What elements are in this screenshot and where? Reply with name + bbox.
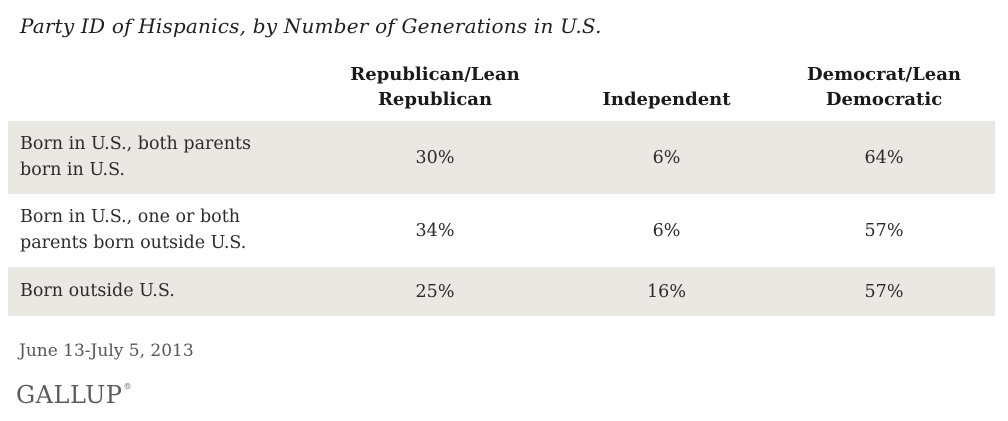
header-spacer xyxy=(8,56,310,121)
cell-value: 30% xyxy=(310,121,560,194)
table-row: Born in U.S., both parents born in U.S. … xyxy=(8,121,995,194)
cell-value: 64% xyxy=(773,121,995,194)
cell-value: 57% xyxy=(773,267,995,316)
row-label-text: Born outside U.S. xyxy=(20,281,175,301)
gallup-logo: GALLUP® xyxy=(16,381,131,409)
cell-value: 16% xyxy=(560,267,773,316)
party-id-table: Republican/Lean Republican Independent D… xyxy=(8,56,995,316)
survey-date-range: June 13-July 5, 2013 xyxy=(19,341,194,361)
column-header-independent: Independent xyxy=(602,88,731,110)
cell-value: 6% xyxy=(652,220,681,241)
cell-value: 25% xyxy=(310,267,560,316)
row-label-text: Born in U.S., both parents born in U.S. xyxy=(20,134,252,180)
registered-trademark-icon: ® xyxy=(123,382,132,391)
row-label-text: Born in U.S., one or both parents born o… xyxy=(20,207,247,253)
table-row: Born in U.S., one or both parents born o… xyxy=(8,194,995,267)
row-label: Born outside U.S. xyxy=(8,267,310,316)
column-header-republican: Republican/Lean Republican xyxy=(350,64,520,110)
cell-value: 6% xyxy=(560,121,773,194)
header-row: Republican/Lean Republican Independent D… xyxy=(8,56,995,121)
table-row: Born outside U.S. 25% 16% 57% xyxy=(8,267,995,316)
row-label: Born in U.S., both parents born in U.S. xyxy=(8,121,310,194)
gallup-logo-text: GALLUP xyxy=(16,381,123,409)
cell-value: 34% xyxy=(415,220,455,241)
cell-value: 57% xyxy=(864,220,904,241)
chart-title: Party ID of Hispanics, by Number of Gene… xyxy=(20,14,602,38)
column-header-democrat: Democrat/Lean Democratic xyxy=(807,64,961,110)
row-label: Born in U.S., one or both parents born o… xyxy=(8,194,310,267)
